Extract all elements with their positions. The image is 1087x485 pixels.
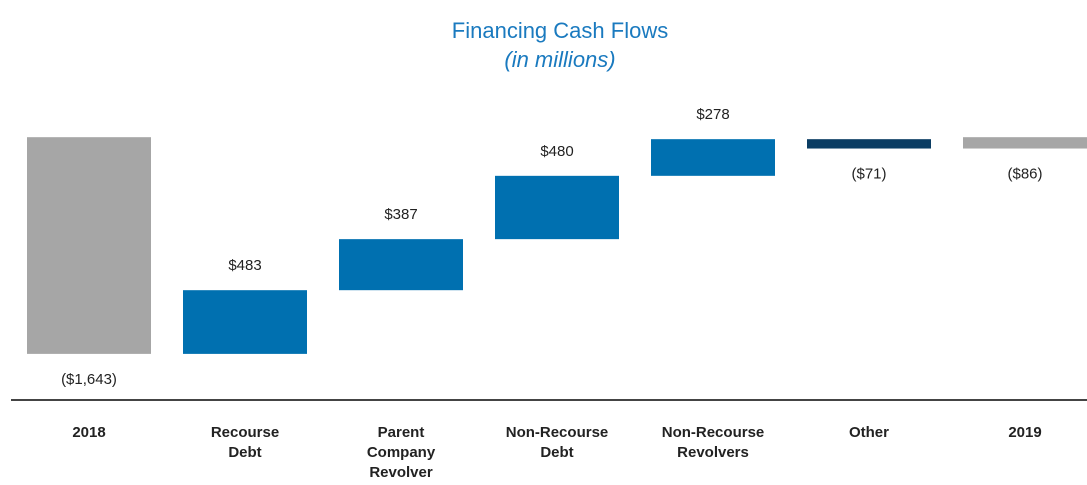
- chart-title: Financing Cash Flows: [452, 18, 668, 43]
- value-label: $480: [540, 143, 573, 160]
- bar: [807, 139, 931, 149]
- bar: [339, 239, 463, 291]
- bar: [495, 175, 619, 240]
- bar: [183, 290, 307, 354]
- chart-subtitle: (in millions): [504, 47, 615, 72]
- bar: [651, 139, 775, 176]
- bar: [27, 137, 151, 354]
- value-label: ($71): [851, 166, 886, 183]
- value-label: $483: [228, 257, 261, 274]
- value-label: $278: [696, 106, 729, 123]
- x-tick-label: Non-Recourse Revolvers: [662, 424, 765, 461]
- x-tick-label: 2018: [72, 424, 105, 441]
- value-label: $387: [384, 206, 417, 223]
- value-label: ($1,643): [61, 371, 117, 388]
- x-tick-label: Non-Recourse Debt: [506, 424, 609, 461]
- x-tick-label: Recourse Debt: [211, 424, 279, 461]
- x-tick-label: Other: [849, 424, 889, 441]
- x-tick-label: Parent Company Revolver: [367, 424, 436, 481]
- bar: [963, 137, 1087, 149]
- value-label: ($86): [1007, 166, 1042, 183]
- x-tick-label: 2019: [1008, 424, 1041, 441]
